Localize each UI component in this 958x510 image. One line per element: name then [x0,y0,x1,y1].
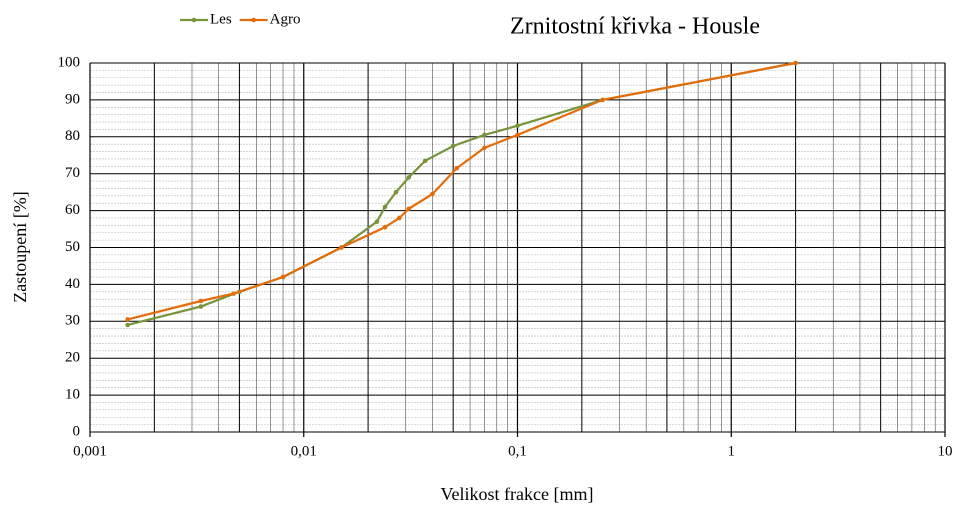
data-point [406,175,412,180]
data-point [198,298,204,304]
data-point [406,206,412,212]
y-tick-label: 100 [58,54,81,70]
data-point [600,97,605,103]
data-point [454,165,460,171]
y-tick-label: 30 [65,313,80,329]
data-point [482,145,487,151]
data-point [382,224,388,230]
y-tick-label: 20 [65,350,80,366]
y-tick-label: 50 [65,239,80,255]
series-line [127,61,796,327]
data-point [450,143,456,149]
data-point [125,322,130,328]
y-tick-label: 80 [65,128,80,144]
data-point [125,317,130,322]
y-tick-label: 40 [65,276,80,292]
data-point [515,132,520,138]
data-point [374,219,380,224]
legend-label: Les [210,11,232,27]
chart-title: Zrnitostní křivka - Housle [510,14,760,40]
legend-marker [251,17,256,23]
y-tick-label: 70 [65,165,80,181]
data-point [339,245,344,250]
data-point [515,123,520,129]
x-tick-label: 0,1 [508,443,527,459]
data-point [430,191,435,197]
x-tick-label: 0,001 [73,443,107,459]
legend-label: Agro [270,11,301,27]
data-point [382,204,388,210]
data-point [793,60,798,66]
data-point [397,215,402,221]
x-tick-label: 10 [938,443,953,459]
data-point [231,291,236,296]
data-point [482,132,487,138]
y-tick-label: 0 [73,423,81,439]
data-point [198,304,204,309]
data-point [422,158,428,164]
x-tick-label: 0,01 [291,443,317,459]
legend-marker [191,17,197,23]
x-axis-label: Velikost frakce [mm] [441,484,594,504]
y-tick-label: 10 [65,387,80,403]
y-tick-label: 60 [65,202,80,218]
y-tick-label: 90 [65,91,80,107]
y-axis-label: Zastoupení [%] [10,191,30,302]
x-tick-label: 1 [728,443,736,459]
data-point [280,274,286,280]
data-point [393,189,399,195]
series-line [127,61,796,321]
